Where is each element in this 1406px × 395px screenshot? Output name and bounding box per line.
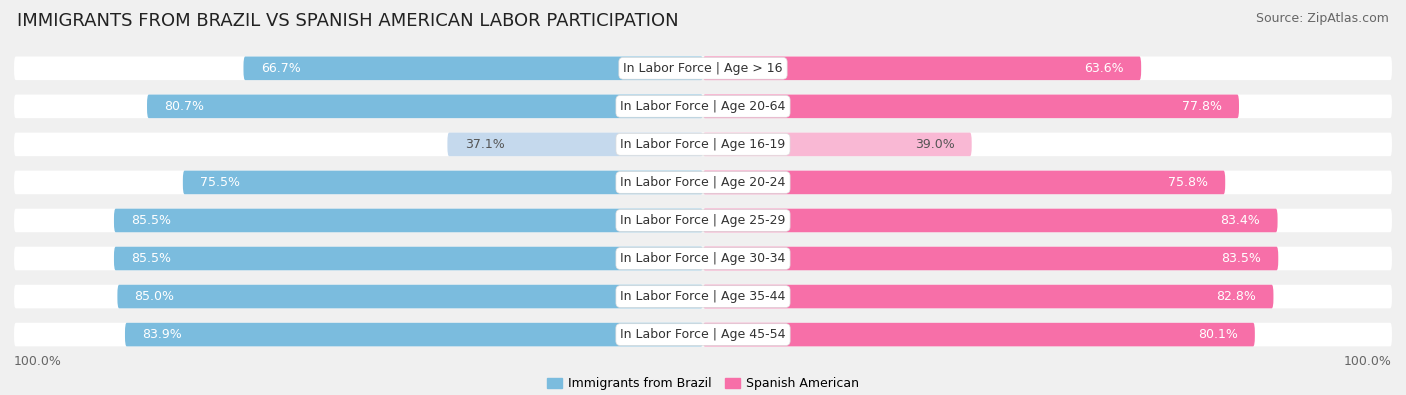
FancyBboxPatch shape [703, 247, 1278, 270]
FancyBboxPatch shape [117, 285, 703, 308]
FancyBboxPatch shape [703, 209, 1278, 232]
Text: 85.5%: 85.5% [131, 252, 172, 265]
Text: In Labor Force | Age 25-29: In Labor Force | Age 25-29 [620, 214, 786, 227]
Text: 100.0%: 100.0% [14, 355, 62, 368]
Text: 37.1%: 37.1% [464, 138, 505, 151]
Text: 75.5%: 75.5% [200, 176, 240, 189]
Text: 100.0%: 100.0% [1344, 355, 1392, 368]
FancyBboxPatch shape [14, 285, 1392, 308]
FancyBboxPatch shape [125, 323, 703, 346]
Text: 63.6%: 63.6% [1084, 62, 1123, 75]
Text: IMMIGRANTS FROM BRAZIL VS SPANISH AMERICAN LABOR PARTICIPATION: IMMIGRANTS FROM BRAZIL VS SPANISH AMERIC… [17, 12, 679, 30]
FancyBboxPatch shape [114, 247, 703, 270]
FancyBboxPatch shape [14, 171, 1392, 194]
FancyBboxPatch shape [148, 94, 703, 118]
FancyBboxPatch shape [447, 133, 703, 156]
FancyBboxPatch shape [703, 133, 972, 156]
FancyBboxPatch shape [703, 323, 1254, 346]
FancyBboxPatch shape [14, 323, 1392, 346]
Text: 39.0%: 39.0% [915, 138, 955, 151]
Text: 85.5%: 85.5% [131, 214, 172, 227]
FancyBboxPatch shape [14, 133, 1392, 156]
FancyBboxPatch shape [14, 247, 1392, 270]
Text: In Labor Force | Age > 16: In Labor Force | Age > 16 [623, 62, 783, 75]
FancyBboxPatch shape [703, 285, 1274, 308]
FancyBboxPatch shape [703, 94, 1239, 118]
Text: In Labor Force | Age 35-44: In Labor Force | Age 35-44 [620, 290, 786, 303]
FancyBboxPatch shape [243, 56, 703, 80]
FancyBboxPatch shape [14, 56, 1392, 80]
Text: In Labor Force | Age 16-19: In Labor Force | Age 16-19 [620, 138, 786, 151]
Text: 83.5%: 83.5% [1222, 252, 1261, 265]
Text: 80.7%: 80.7% [165, 100, 204, 113]
Legend: Immigrants from Brazil, Spanish American: Immigrants from Brazil, Spanish American [543, 372, 863, 395]
Text: 83.9%: 83.9% [142, 328, 181, 341]
Text: Source: ZipAtlas.com: Source: ZipAtlas.com [1256, 12, 1389, 25]
Text: 85.0%: 85.0% [135, 290, 174, 303]
FancyBboxPatch shape [703, 56, 1142, 80]
Text: In Labor Force | Age 30-34: In Labor Force | Age 30-34 [620, 252, 786, 265]
Text: In Labor Force | Age 45-54: In Labor Force | Age 45-54 [620, 328, 786, 341]
FancyBboxPatch shape [114, 209, 703, 232]
Text: 66.7%: 66.7% [260, 62, 301, 75]
FancyBboxPatch shape [14, 94, 1392, 118]
Text: 77.8%: 77.8% [1182, 100, 1222, 113]
FancyBboxPatch shape [703, 171, 1225, 194]
Text: 82.8%: 82.8% [1216, 290, 1256, 303]
Text: In Labor Force | Age 20-64: In Labor Force | Age 20-64 [620, 100, 786, 113]
Text: 80.1%: 80.1% [1198, 328, 1237, 341]
FancyBboxPatch shape [14, 209, 1392, 232]
Text: 75.8%: 75.8% [1168, 176, 1208, 189]
Text: In Labor Force | Age 20-24: In Labor Force | Age 20-24 [620, 176, 786, 189]
FancyBboxPatch shape [183, 171, 703, 194]
Text: 83.4%: 83.4% [1220, 214, 1260, 227]
